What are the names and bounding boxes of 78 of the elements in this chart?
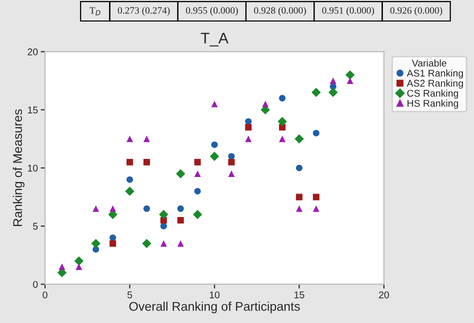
point bbox=[210, 152, 220, 161]
point bbox=[228, 153, 235, 160]
legend-title: Variable bbox=[412, 59, 446, 67]
text: 0.951 (0.000) bbox=[322, 6, 374, 16]
point bbox=[312, 205, 320, 212]
point bbox=[143, 136, 150, 142]
x-tick-label: 20 bbox=[379, 291, 389, 298]
point bbox=[160, 222, 167, 230]
point bbox=[245, 118, 252, 125]
point bbox=[346, 77, 354, 84]
text: 0.926 (0.000) bbox=[390, 6, 442, 16]
point bbox=[143, 205, 150, 212]
point bbox=[296, 194, 302, 200]
text: 0.273 (0.274) bbox=[118, 6, 170, 16]
point bbox=[110, 234, 116, 241]
point bbox=[177, 240, 184, 247]
point bbox=[92, 205, 100, 212]
y-axis-title: Ranking of Measures bbox=[12, 109, 24, 226]
point bbox=[211, 100, 218, 108]
y-tick-label: 10 bbox=[28, 164, 38, 172]
point bbox=[312, 130, 320, 136]
point bbox=[211, 141, 218, 148]
x-tick-label: 15 bbox=[294, 292, 304, 298]
point bbox=[125, 186, 134, 196]
legend-label: AS1 Ranking bbox=[406, 69, 463, 79]
x-axis-title: Overall Ranking of Participants bbox=[129, 302, 300, 314]
point bbox=[142, 238, 152, 248]
legend-label: CS Ranking bbox=[407, 90, 458, 99]
point bbox=[278, 116, 287, 126]
y-tick-label: 15 bbox=[28, 106, 38, 114]
x-tick-label: 0 bbox=[42, 291, 48, 298]
point bbox=[296, 205, 302, 212]
point bbox=[177, 205, 184, 212]
x-tick-label: 5 bbox=[127, 292, 132, 298]
point bbox=[294, 134, 304, 144]
point bbox=[245, 136, 252, 142]
y-tick-label: 0 bbox=[33, 280, 38, 288]
point bbox=[58, 264, 66, 270]
point bbox=[126, 158, 134, 166]
legend-label: HS Ranking bbox=[408, 100, 458, 109]
chart-title: T_A bbox=[200, 32, 228, 46]
point bbox=[330, 77, 336, 84]
point bbox=[345, 70, 355, 80]
point bbox=[159, 210, 168, 220]
point bbox=[76, 264, 82, 270]
point bbox=[110, 205, 116, 212]
y-tick-label: 5 bbox=[33, 222, 38, 230]
point bbox=[279, 136, 286, 142]
point bbox=[228, 158, 235, 166]
point bbox=[245, 124, 252, 131]
point bbox=[328, 88, 338, 97]
point bbox=[74, 256, 84, 266]
point bbox=[160, 240, 167, 247]
x-tick-label: 10 bbox=[210, 291, 220, 298]
point bbox=[110, 240, 116, 247]
point bbox=[312, 88, 321, 97]
point bbox=[194, 170, 201, 178]
point bbox=[91, 238, 100, 248]
point bbox=[160, 217, 167, 224]
point bbox=[228, 170, 235, 178]
y-tick-label: 20 bbox=[28, 48, 38, 56]
point bbox=[312, 194, 320, 200]
point bbox=[176, 169, 186, 178]
point bbox=[192, 210, 202, 220]
text: T$_{D}$ bbox=[90, 7, 100, 16]
point bbox=[279, 124, 286, 131]
text: 0.928 (0.000) bbox=[254, 6, 306, 16]
point bbox=[126, 136, 134, 142]
point bbox=[194, 188, 201, 194]
point bbox=[143, 158, 150, 166]
point bbox=[194, 158, 201, 166]
legend-label: AS2 Ranking bbox=[406, 80, 463, 89]
text: 0.955 (0.000) bbox=[186, 6, 238, 16]
point bbox=[262, 100, 269, 108]
point bbox=[177, 217, 184, 224]
point bbox=[279, 94, 286, 102]
point bbox=[296, 164, 302, 172]
point bbox=[126, 176, 134, 183]
